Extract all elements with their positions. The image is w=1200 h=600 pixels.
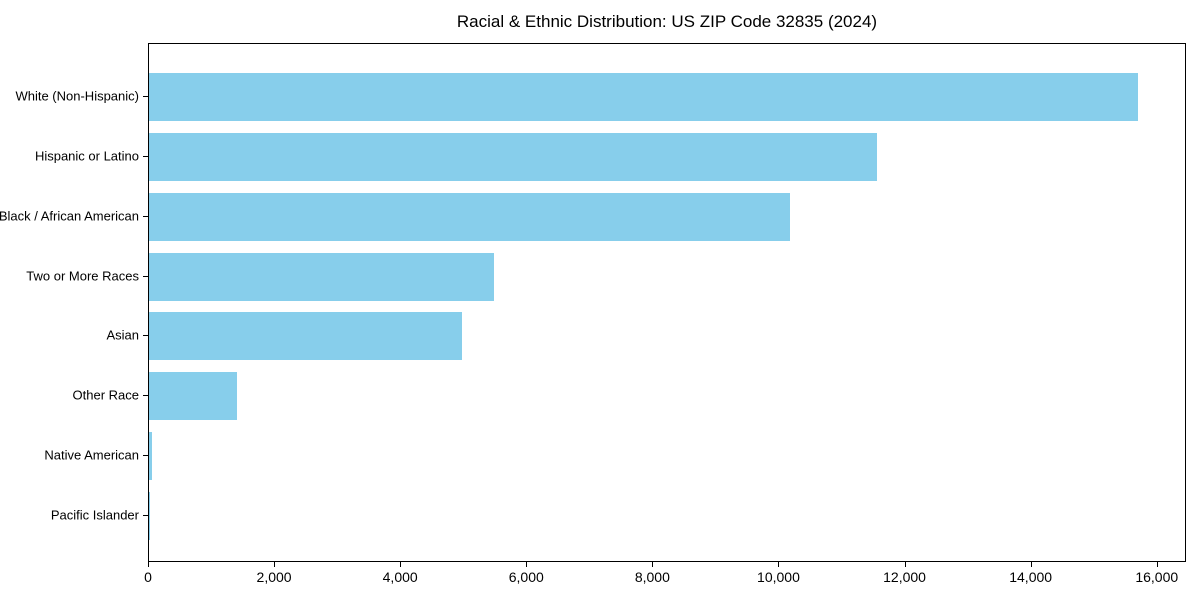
y-tick-label: Other Race [72, 387, 139, 403]
x-tick-mark [1030, 562, 1032, 567]
bar [149, 312, 462, 361]
bar [149, 432, 152, 481]
bar [149, 73, 1138, 121]
x-tick-mark [274, 562, 276, 567]
x-tick-label: 14,000 [1009, 569, 1053, 585]
y-tick-mark [143, 335, 148, 337]
x-tick-label: 12,000 [883, 569, 926, 585]
x-tick-label: 0 [144, 569, 152, 585]
x-tick-mark [400, 562, 402, 567]
y-tick-mark [143, 395, 148, 397]
y-tick-label: Black / African American [0, 208, 139, 224]
x-tick-label: 2,000 [256, 569, 292, 585]
y-tick-mark [143, 275, 148, 277]
x-tick-mark [526, 562, 528, 567]
x-tick-mark [904, 562, 906, 567]
x-tick-label: 10,000 [757, 569, 800, 585]
y-tick-label: Pacific Islander [50, 507, 139, 523]
y-tick-mark [143, 215, 148, 217]
bar [149, 132, 877, 181]
bar [149, 491, 150, 540]
x-tick-mark [778, 562, 780, 567]
x-tick-mark [148, 562, 149, 567]
plot-area [148, 43, 1186, 562]
x-tick-label: 6,000 [508, 569, 544, 585]
y-tick-label: Two or More Races [26, 268, 139, 284]
x-tick-label: 4,000 [382, 569, 418, 585]
x-tick-mark [1156, 562, 1158, 567]
y-tick-label: Hispanic or Latino [34, 148, 139, 164]
y-tick-label: Asian [106, 327, 139, 343]
y-tick-mark [143, 455, 148, 457]
y-tick-mark [143, 514, 148, 516]
bar [149, 252, 494, 301]
bar [149, 372, 238, 421]
x-tick-label: 8,000 [634, 569, 670, 585]
y-tick-label: White (Non-Hispanic) [15, 88, 139, 104]
y-tick-mark [143, 155, 148, 157]
chart-title: Racial & Ethnic Distribution: US ZIP Cod… [456, 12, 878, 31]
y-tick-label: Native American [44, 447, 139, 463]
bar [149, 192, 790, 241]
x-tick-label: 16,000 [1135, 569, 1179, 585]
x-tick-mark [652, 562, 654, 567]
y-tick-mark [143, 96, 148, 97]
